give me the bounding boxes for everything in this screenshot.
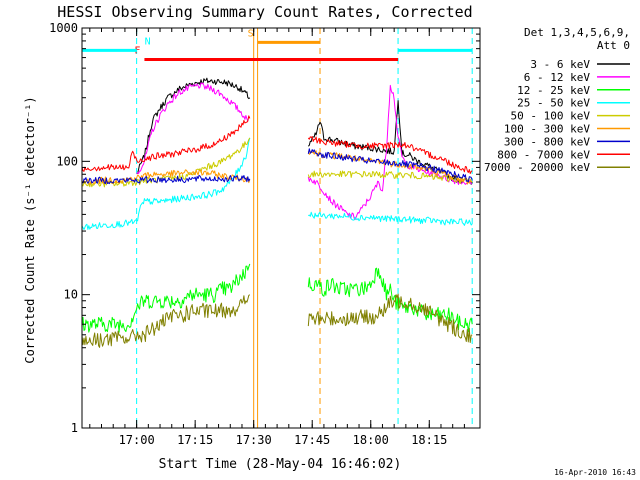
x-tick-label-4: 18:00 [353,433,389,447]
series-line-8-1 [307,293,473,343]
x-axis-label: Start Time (28-May-04 16:46:02) [159,457,402,472]
series-line-3-0 [81,137,251,230]
y-tick-label-1: 10 [64,288,78,302]
legend-label-0: 3 - 6 keV [530,58,590,71]
series-line-4-0 [81,137,251,188]
y-axis-label: Corrected Count Rate (s⁻¹ detector⁻¹) [23,96,37,363]
series-line-3-1 [308,211,473,226]
series-line-6-1 [307,148,473,183]
legend-label-1: 6 - 12 keV [524,71,591,84]
series-line-0-1 [307,100,473,185]
legend-header-2: Att 0 [597,39,630,52]
series-line-7-0 [81,115,251,172]
y-tick-label-3: 1000 [49,21,78,35]
flag-label-S: S [248,28,254,39]
flag-label-N: N [145,36,151,47]
series-line-5-0 [81,169,251,185]
x-tick-label-2: 17:30 [236,433,272,447]
y-tick-label-2: 100 [56,154,78,168]
series-line-1-0 [136,82,249,175]
series-line-2-0 [81,263,251,333]
legend-label-3: 25 - 50 keV [517,97,590,110]
x-tick-label-1: 17:15 [177,433,213,447]
legend-header-1: Det 1,3,4,5,6,9, [524,26,630,39]
legend-label-6: 300 - 800 keV [504,135,590,148]
plot-area: F S N 1 10 100 1000 17:00 17:15 17:30 17:45 18:00 18… [49,21,481,447]
flag-label-F: F [134,46,140,57]
axes-frame [81,27,481,429]
series-line-4-1 [307,170,473,184]
legend-label-4: 50 - 100 keV [511,110,591,123]
series-line-2-1 [307,267,473,333]
legend-label-8: 7000 - 20000 keV [484,161,590,174]
series-line-6-0 [81,174,251,185]
series-line-7-1 [307,136,473,174]
legend-label-2: 12 - 25 keV [517,84,590,97]
series-line-8-0 [81,294,251,348]
x-tick-label-5: 18:15 [411,433,447,447]
chart-title: HESSI Observing Summary Count Rates, Cor… [57,3,472,21]
x-tick-label-3: 17:45 [294,433,330,447]
footer-timestamp: 16-Apr-2010 16:43 [554,468,636,477]
series-line-1-1 [307,84,473,221]
x-tick-label-0: 17:00 [119,433,155,447]
legend-label-5: 100 - 300 keV [504,123,590,136]
legend-label-7: 800 - 7000 keV [497,148,590,161]
y-tick-label-0: 1 [71,421,78,435]
series-line-5-1 [307,150,473,185]
